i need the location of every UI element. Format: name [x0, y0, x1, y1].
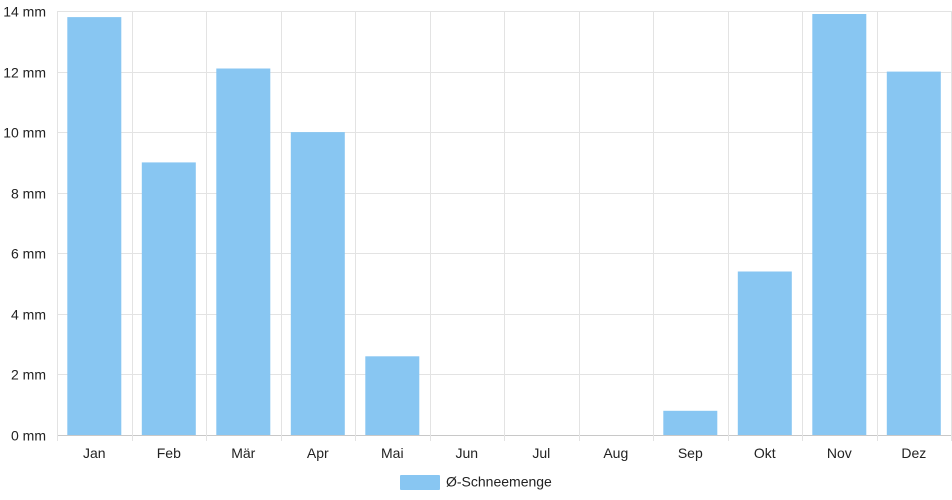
y-tick-label: 6 mm [11, 246, 46, 262]
bar-mai[interactable] [365, 356, 420, 435]
bar-mär[interactable] [216, 68, 271, 436]
x-tick-label: Aug [603, 445, 628, 461]
x-tick-label: Feb [157, 445, 181, 461]
bar-sep[interactable] [663, 410, 718, 435]
x-tick-label: Okt [754, 445, 776, 461]
y-tick-label: 0 mm [11, 428, 46, 444]
bars [67, 14, 941, 435]
y-tick-label: 12 mm [3, 65, 46, 81]
y-axis: 0 mm 2 mm 4 mm 6 mm 8 mm 10 mm 12 mm 14 mm [3, 4, 46, 444]
x-tick-label: Apr [307, 445, 329, 461]
bar-jan[interactable] [67, 17, 122, 435]
bar-dez[interactable] [886, 71, 941, 435]
bar-apr[interactable] [290, 132, 345, 435]
x-tick-label: Jun [456, 445, 479, 461]
x-tick-label: Mär [231, 445, 255, 461]
x-axis: Jan Feb Mär Apr Mai Jun Jul Aug Sep Okt Nov Dez [83, 445, 926, 461]
legend-label: Ø-Schneemenge [446, 474, 552, 490]
x-tick-label: Jan [83, 445, 106, 461]
grid [57, 11, 952, 441]
y-tick-label: 14 mm [3, 4, 46, 20]
y-tick-label: 4 mm [11, 307, 46, 323]
y-tick-label: 8 mm [11, 186, 46, 202]
x-tick-label: Jul [532, 445, 550, 461]
x-tick-label: Sep [678, 445, 703, 461]
legend[interactable]: Ø-Schneemenge [400, 474, 552, 491]
x-tick-label: Nov [827, 445, 852, 461]
y-tick-label: 2 mm [11, 367, 46, 383]
x-tick-label: Dez [901, 445, 926, 461]
bar-nov[interactable] [812, 14, 867, 435]
bar-feb[interactable] [141, 162, 196, 435]
y-tick-label: 10 mm [3, 125, 46, 141]
bar-okt[interactable] [737, 271, 792, 436]
legend-swatch [400, 475, 440, 490]
x-tick-label: Mai [381, 445, 404, 461]
